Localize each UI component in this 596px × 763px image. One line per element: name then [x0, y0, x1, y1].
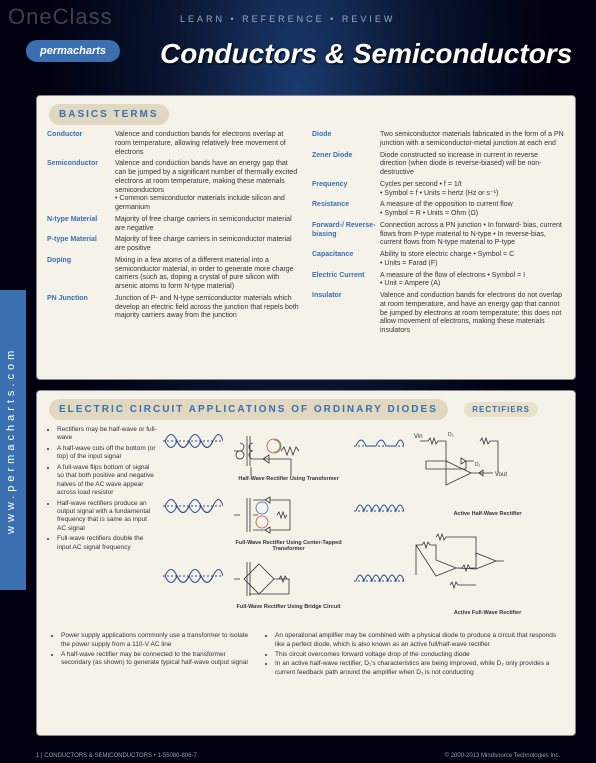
watermark-text: OneClass	[8, 4, 113, 30]
full-wave-bridge-diagram	[229, 554, 348, 604]
list-item: A half-wave cuts off the bottom (or top)…	[57, 445, 157, 462]
term-definition: Cycles per second • f = 1/t• Symbol = f …	[380, 181, 565, 199]
term-label: Frequency	[312, 181, 380, 199]
term-definition: A measure of the flow of electrons • Sym…	[380, 272, 565, 290]
term-row: P-type MaterialMajority of free charge c…	[47, 236, 300, 254]
rectifiers-subheader: RECTIFIERS	[464, 402, 538, 417]
term-label: Resistance	[312, 201, 380, 219]
term-definition: Valence and conduction bands have an ene…	[115, 160, 300, 213]
terms-right-column: DiodeTwo semiconductor materials fabrica…	[312, 131, 565, 339]
fw-bridge-label: Full-Wave Rectifier Using Bridge Circuit	[229, 604, 348, 610]
term-row: DopingMixing in a few atoms of a differe…	[47, 257, 300, 292]
copyright: © 2000-2013 Mindsource Technologies Inc.	[445, 753, 560, 759]
term-definition: Two semiconductor materials fabricated i…	[380, 131, 565, 149]
list-item: This circuit overcomes forward voltage d…	[275, 651, 563, 660]
circuit-panel: ELECTRIC CIRCUIT APPLICATIONS OF ORDINAR…	[36, 390, 576, 736]
term-label: Zener Diode	[312, 152, 380, 178]
list-item: Half-wave rectifiers produce an output s…	[57, 500, 157, 534]
footer-notes: Power supply applications commonly use a…	[37, 628, 575, 679]
term-label: N-type Material	[47, 216, 115, 234]
term-row: N-type MaterialMajority of free charge c…	[47, 216, 300, 234]
output-waveforms	[354, 426, 404, 626]
term-label: P-type Material	[47, 236, 115, 254]
term-row: Electric CurrentA measure of the flow of…	[312, 272, 565, 290]
term-label: Semiconductor	[47, 160, 115, 213]
basics-header: BASICS TERMS	[49, 104, 169, 125]
term-definition: Mixing in a few atoms of a different mat…	[115, 257, 300, 292]
term-definition: A measure of the opposition to current f…	[380, 201, 565, 219]
page-footer: 1 | CONDUCTORS & SEMICONDUCTORS • 1-5508…	[36, 753, 197, 759]
term-row: DiodeTwo semiconductor materials fabrica…	[312, 131, 565, 149]
term-row: PN JunctionJunction of P- and N-type sem…	[47, 295, 300, 321]
svg-text:Vin: Vin	[414, 434, 423, 440]
basics-panel: BASICS TERMS ConductorValence and conduc…	[36, 95, 576, 380]
term-definition: Valence and conduction bands for electro…	[380, 292, 565, 336]
sidebar-url: www.permacharts.com	[0, 290, 26, 590]
term-label: Conductor	[47, 131, 115, 157]
term-definition: Valence and conduction bands for electro…	[115, 131, 300, 157]
rectifier-bullets: Rectifiers may be half-wave or full-wave…	[47, 426, 157, 626]
page-title: Conductors & Semiconductors	[160, 38, 572, 70]
list-item: In an active half-wave rectifier, D₁'s c…	[275, 660, 563, 678]
svg-text:D₁: D₁	[475, 462, 481, 468]
term-row: ResistanceA measure of the opposition to…	[312, 201, 565, 219]
circuit-header: ELECTRIC CIRCUIT APPLICATIONS OF ORDINAR…	[49, 399, 448, 420]
term-row: CapacitanceAbility to store electric cha…	[312, 251, 565, 269]
term-definition: Junction of P- and N-type semiconductor …	[115, 295, 300, 321]
term-row: Zener DiodeDiode constructed so increase…	[312, 152, 565, 178]
term-label: Capacitance	[312, 251, 380, 269]
active-fw-label: Active Full-Wave Rectifier	[410, 610, 565, 616]
term-label: Doping	[47, 257, 115, 292]
term-label: Diode	[312, 131, 380, 149]
term-label: Forward-/ Reverse-biasing	[312, 222, 380, 248]
term-row: ConductorValence and conduction bands fo…	[47, 131, 300, 157]
term-definition: Majority of free charge carriers in semi…	[115, 216, 300, 234]
hw-trans-label: Half-Wave Rectifier Using Transformer	[229, 476, 348, 482]
list-item: An operational amplifier may be combined…	[275, 632, 563, 650]
list-item: Power supply applications commonly use a…	[61, 632, 249, 650]
term-label: PN Junction	[47, 295, 115, 321]
active-hw-label: Active Half-Wave Rectifier	[410, 511, 565, 517]
term-row: FrequencyCycles per second • f = 1/t• Sy…	[312, 181, 565, 199]
term-label: Electric Current	[312, 272, 380, 290]
term-label: Insulator	[312, 292, 380, 336]
input-waveforms	[163, 426, 223, 626]
svg-text:D₂: D₂	[448, 432, 454, 438]
permacharts-logo: permacharts	[26, 40, 120, 62]
terms-left-column: ConductorValence and conduction bands fo…	[47, 131, 300, 339]
svg-text:Vout: Vout	[495, 472, 507, 478]
terms-grid: ConductorValence and conduction bands fo…	[37, 129, 575, 347]
list-item: A full-wave flips bottom of signal so th…	[57, 464, 157, 498]
list-item: A half-wave rectifier may be connected t…	[61, 651, 249, 669]
term-definition: Connection across a PN junction • In for…	[380, 222, 565, 248]
active-full-wave-diagram	[410, 525, 565, 610]
list-item: Full-wave rectifiers double the input AC…	[57, 535, 157, 552]
fw-center-label: Full-Wave Rectifier Using Center-Tapped …	[229, 540, 348, 552]
diagram-area: Half-Wave Rectifier Using Transformer Fu…	[163, 426, 565, 626]
full-wave-center-tap-diagram	[229, 490, 348, 540]
term-row: InsulatorValence and conduction bands fo…	[312, 292, 565, 336]
nav-links: LEARN • REFERENCE • REVIEW	[180, 14, 395, 24]
term-row: SemiconductorValence and conduction band…	[47, 160, 300, 213]
list-item: Rectifiers may be half-wave or full-wave	[57, 426, 157, 443]
term-row: Forward-/ Reverse-biasingConnection acro…	[312, 222, 565, 248]
term-definition: Diode constructed so increase in current…	[380, 152, 565, 178]
half-wave-transformer-diagram	[229, 426, 348, 476]
term-definition: Majority of free charge carriers in semi…	[115, 236, 300, 254]
active-half-wave-diagram: Vin D₂ D₁ Vout	[410, 426, 565, 511]
term-definition: Ability to store electric charge • Symbo…	[380, 251, 565, 269]
